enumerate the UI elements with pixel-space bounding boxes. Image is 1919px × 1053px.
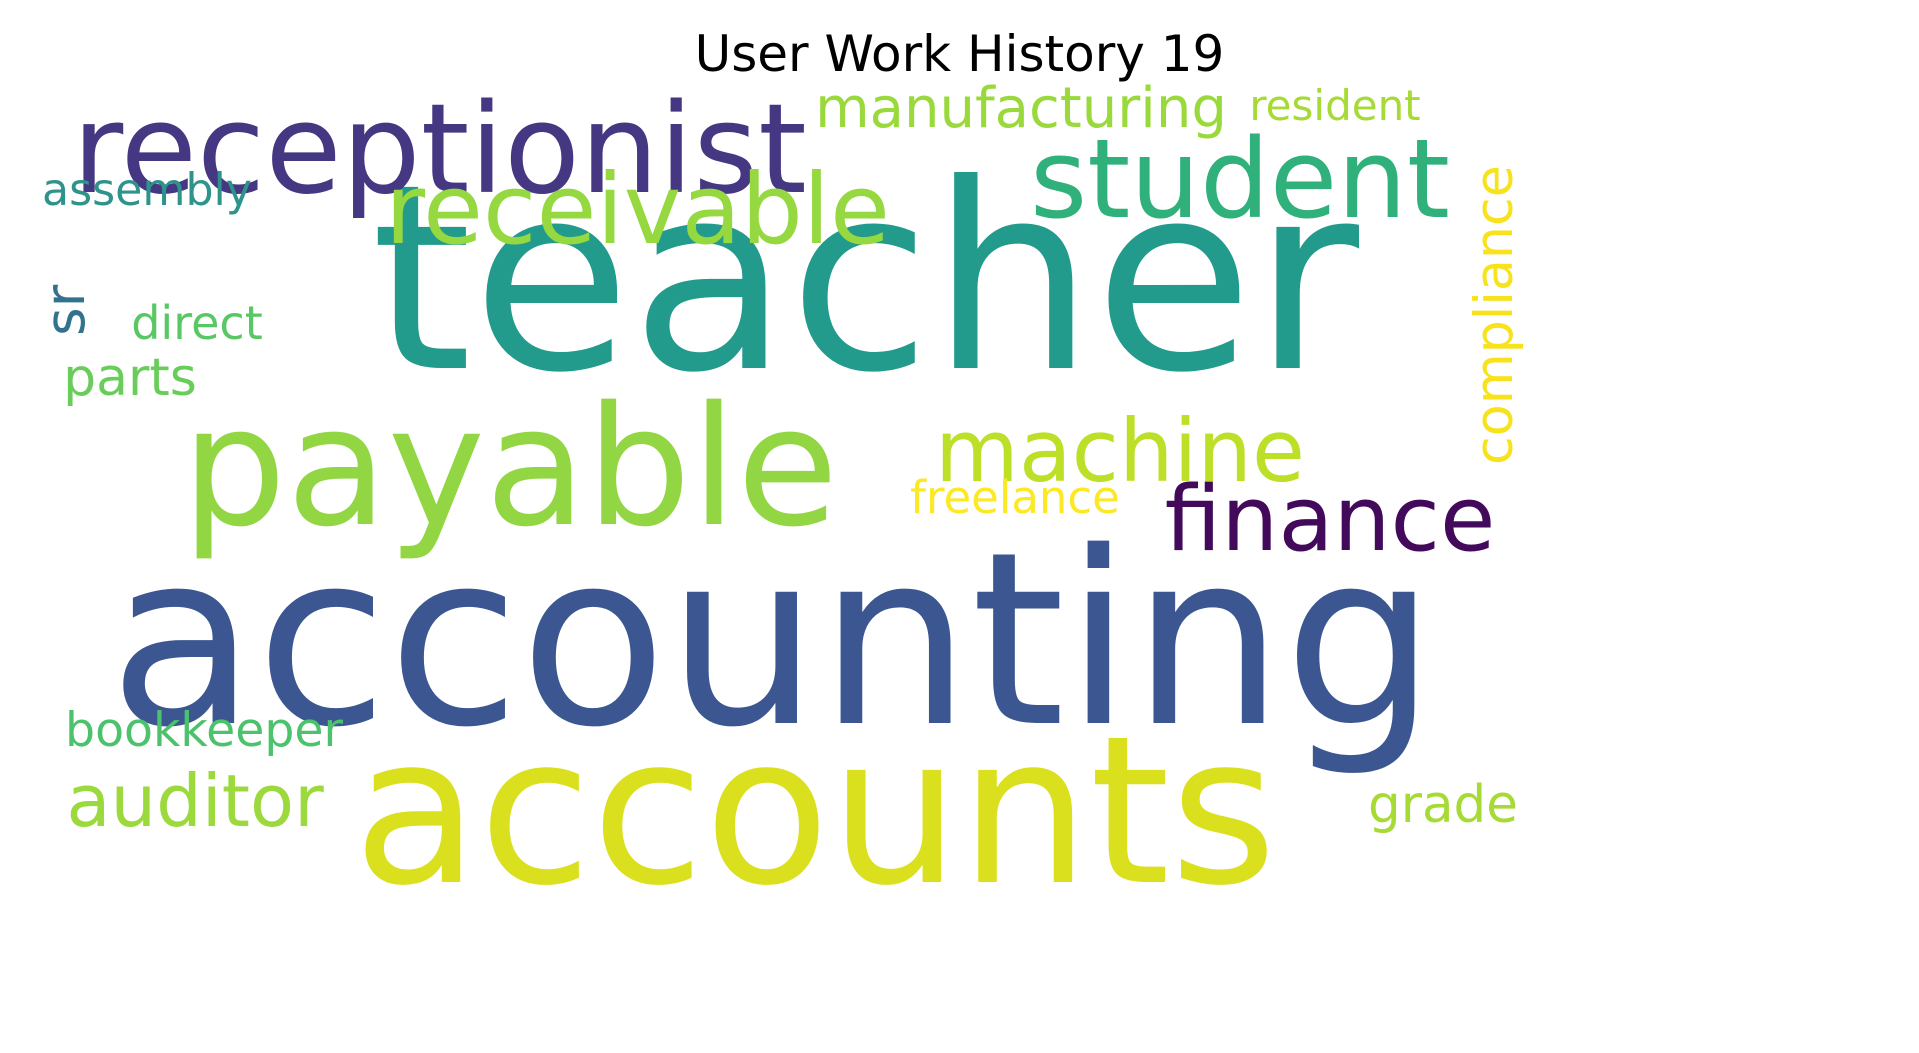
word-direct: direct	[131, 296, 263, 350]
word-assembly: assembly	[42, 164, 252, 216]
word-teacher: teacher	[370, 129, 1360, 429]
word-grade: grade	[1368, 774, 1518, 835]
word-accounting: accounting	[108, 500, 1437, 780]
word-receivable: receivable	[385, 153, 890, 267]
chart-title: User Work History 19	[694, 25, 1225, 83]
word-receptionist: receptionist	[72, 77, 807, 222]
word-parts: parts	[63, 348, 197, 408]
word-bookkeeper: bookkeeper	[65, 703, 343, 759]
word-accounts: accounts	[353, 693, 1277, 931]
word-machine: machine	[935, 402, 1305, 503]
word-resident: resident	[1249, 81, 1421, 130]
word-freelance: freelance	[910, 471, 1120, 524]
word-student: student	[1030, 115, 1450, 244]
word-payable: payable	[181, 371, 839, 563]
word-sr: sr	[33, 284, 97, 336]
word-auditor: auditor	[66, 759, 324, 843]
word-compliance: compliance	[1464, 165, 1526, 465]
word-finance: finance	[1164, 467, 1496, 572]
word-manufacturing: manufacturing	[815, 75, 1227, 141]
